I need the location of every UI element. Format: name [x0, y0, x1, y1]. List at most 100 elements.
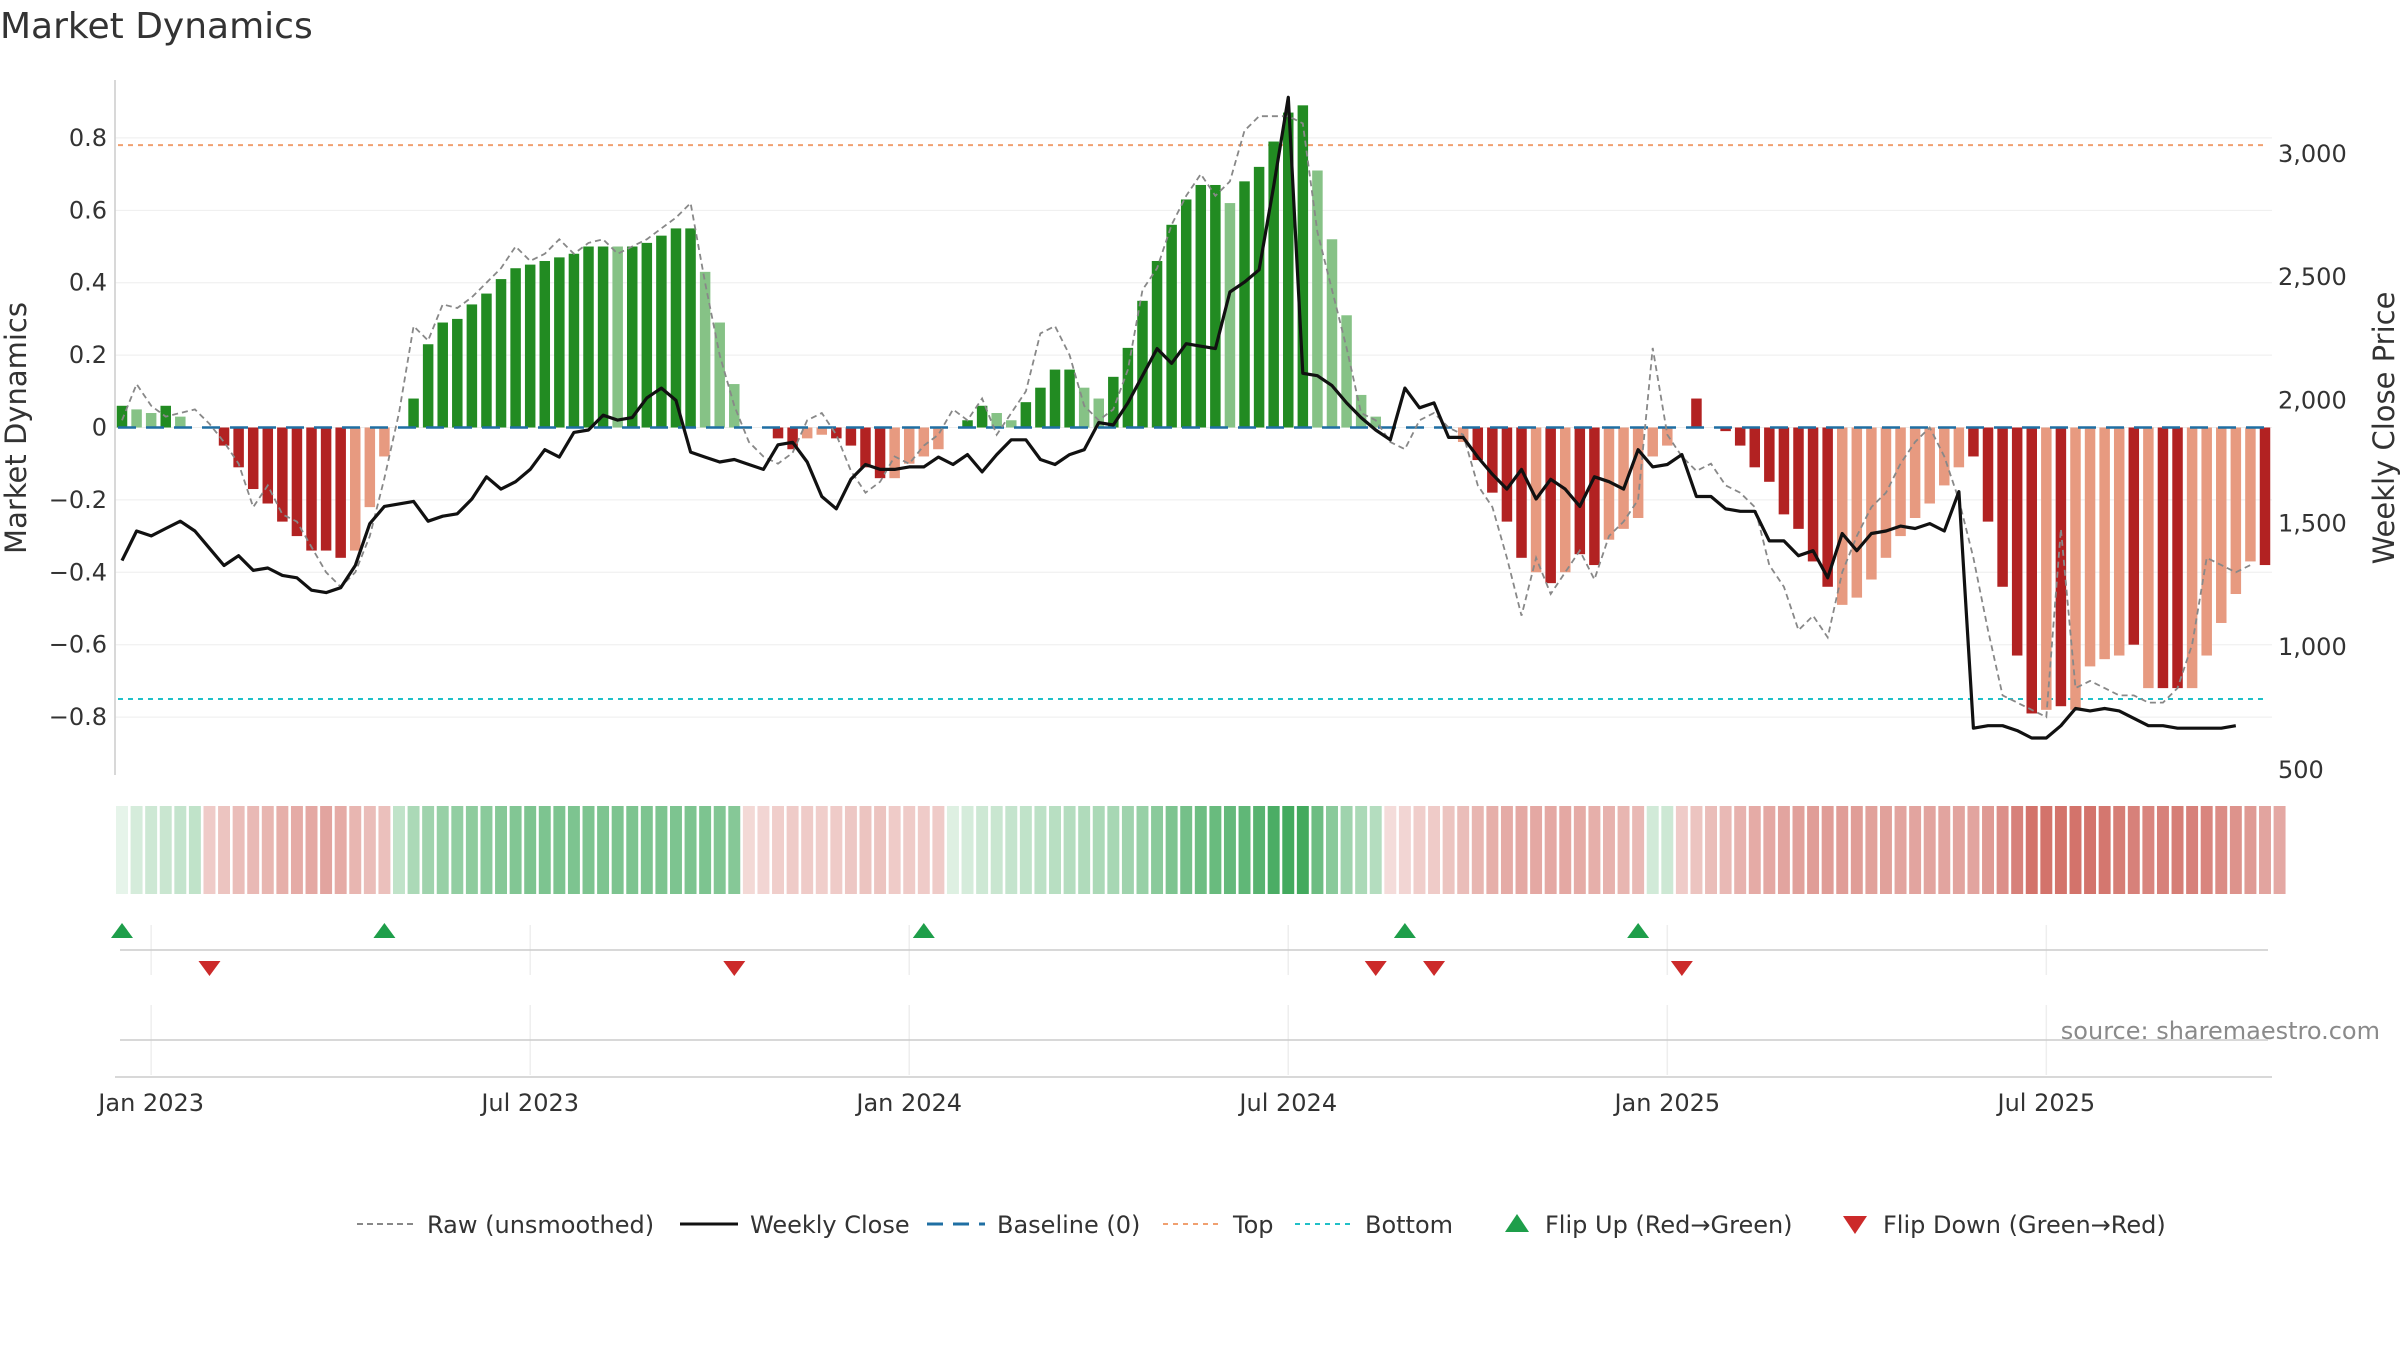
heat-cell: [2259, 806, 2271, 894]
heat-cell: [626, 806, 639, 894]
bar: [831, 427, 842, 439]
heat-cell: [582, 806, 595, 894]
bar: [145, 413, 157, 428]
left-tick-label: 0.8: [69, 124, 107, 152]
heat-cell: [495, 806, 508, 894]
heat-cell: [1282, 806, 1295, 894]
heat-cell: [1107, 806, 1120, 894]
flip-down-marker: [1423, 961, 1446, 976]
legend: Raw (unsmoothed) Weekly Close Baseline (0)…: [357, 1211, 2166, 1239]
heat-cell: [611, 806, 624, 894]
heat-cell: [1530, 806, 1543, 894]
heat-cell: [1034, 806, 1047, 894]
heat-cell: [1588, 806, 1601, 894]
left-tick-label: 0.4: [69, 269, 107, 297]
bar: [510, 268, 521, 428]
heat-cell: [844, 806, 857, 894]
heat-cell: [349, 806, 362, 894]
bar: [714, 322, 725, 428]
bar: [1968, 427, 1979, 457]
bar: [1647, 427, 1658, 457]
heat-cell: [218, 806, 231, 894]
bar: [1137, 300, 1148, 428]
heat-cell: [378, 806, 391, 894]
bar: [2099, 427, 2110, 660]
heat-cell: [1267, 806, 1280, 894]
heat-cell: [1734, 806, 1747, 894]
bar: [1049, 369, 1061, 428]
heat-cell: [2127, 806, 2140, 894]
bar: [2055, 427, 2067, 707]
bar: [583, 246, 594, 428]
bar: [2026, 427, 2037, 714]
heat-cell: [1019, 806, 1032, 894]
bar: [2113, 427, 2125, 656]
bar: [554, 257, 565, 428]
heat-cell: [188, 806, 201, 894]
heat-cell: [1486, 806, 1499, 894]
heat-cell: [232, 806, 245, 894]
right-tick-label: 2,500: [2278, 263, 2347, 291]
heat-cell: [1005, 806, 1018, 894]
bar: [364, 427, 376, 508]
heat-cell: [2186, 806, 2199, 894]
left-tick-label: −0.8: [49, 703, 107, 731]
bar: [597, 246, 609, 428]
right-tick-label: 500: [2278, 756, 2324, 784]
raw-line: [121, 115, 2251, 719]
heat-cell: [1442, 806, 1455, 894]
bar: [247, 427, 259, 490]
bar: [466, 304, 478, 428]
bar: [1559, 427, 1571, 573]
legend-label-flip_down: Flip Down (Green→Red): [1883, 1211, 2166, 1239]
bar: [699, 271, 711, 428]
weekly-close-line: [120, 95, 2237, 740]
heat-cell: [2040, 806, 2053, 894]
bar: [1866, 427, 1877, 580]
bar: [1064, 369, 1075, 428]
heat-cell: [1355, 806, 1368, 894]
bar: [787, 427, 798, 450]
legend-label-raw: Raw (unsmoothed): [427, 1211, 654, 1239]
heat-cell: [1632, 806, 1645, 894]
bar: [2245, 427, 2256, 562]
heat-cell: [1573, 806, 1586, 894]
bar: [2172, 427, 2183, 689]
heat-cell: [917, 806, 930, 894]
heat-cell: [1705, 806, 1718, 894]
bar: [1078, 387, 1090, 428]
legend-label-baseline: Baseline (0): [997, 1211, 1140, 1239]
bar: [685, 228, 696, 428]
heat-cell: [2142, 806, 2155, 894]
bar: [1283, 112, 1294, 428]
right-tick-label: 1,000: [2278, 633, 2347, 661]
bar: [1355, 394, 1367, 428]
bar: [2186, 427, 2198, 689]
bar: [408, 398, 419, 428]
bar: [1006, 420, 1017, 428]
heat-cell: [2273, 806, 2286, 894]
heat-cell: [393, 806, 405, 894]
bar: [641, 242, 653, 428]
bar: [801, 427, 813, 439]
right-axis: 3,000 2,500 2,000 1,500 1,000 500: [2278, 140, 2347, 784]
bar: [568, 253, 580, 428]
heat-cell: [772, 806, 784, 894]
heat-cell: [1063, 806, 1076, 894]
heat-cell: [203, 806, 216, 894]
bar: [1545, 427, 1556, 584]
heat-cell: [2054, 806, 2067, 894]
bar: [1472, 427, 1484, 461]
flip-down-marker: [723, 961, 746, 976]
heat-cell: [655, 806, 668, 894]
heat-cell: [1821, 806, 1834, 894]
right-axis-title: Weekly Close Price: [2367, 292, 2400, 565]
heat-cell: [1923, 806, 1936, 894]
reference-lines: [118, 144, 2265, 700]
heat-cell: [699, 806, 712, 894]
heat-cell: [2156, 806, 2169, 894]
heat-cell: [859, 806, 872, 894]
bar: [1764, 427, 1775, 482]
bar: [1516, 427, 1527, 558]
